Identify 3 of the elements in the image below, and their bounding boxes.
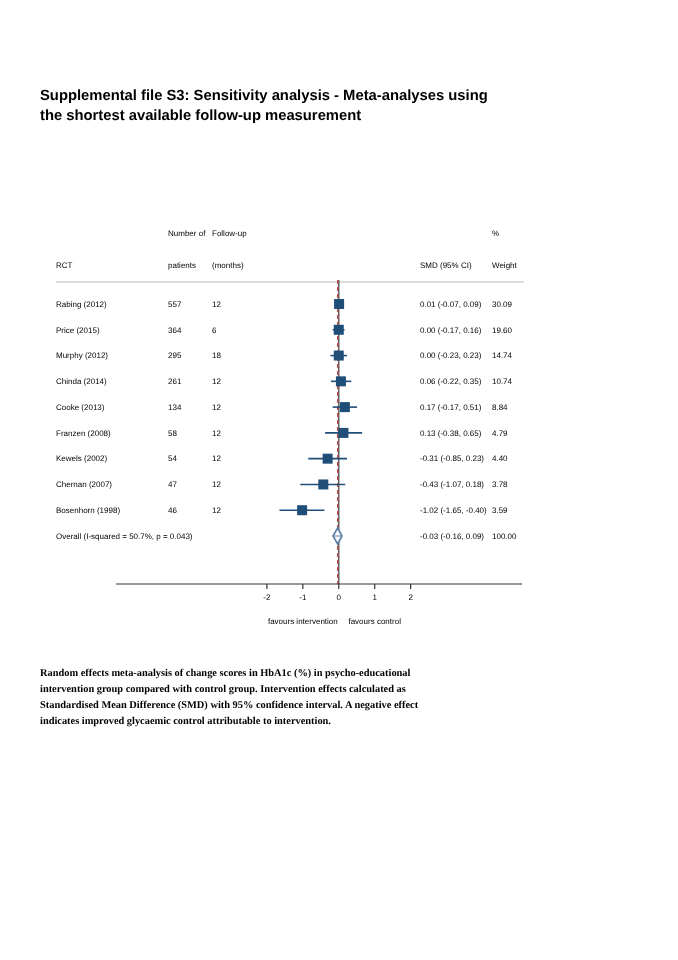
point	[318, 479, 329, 490]
point	[322, 453, 333, 464]
point	[335, 376, 346, 387]
